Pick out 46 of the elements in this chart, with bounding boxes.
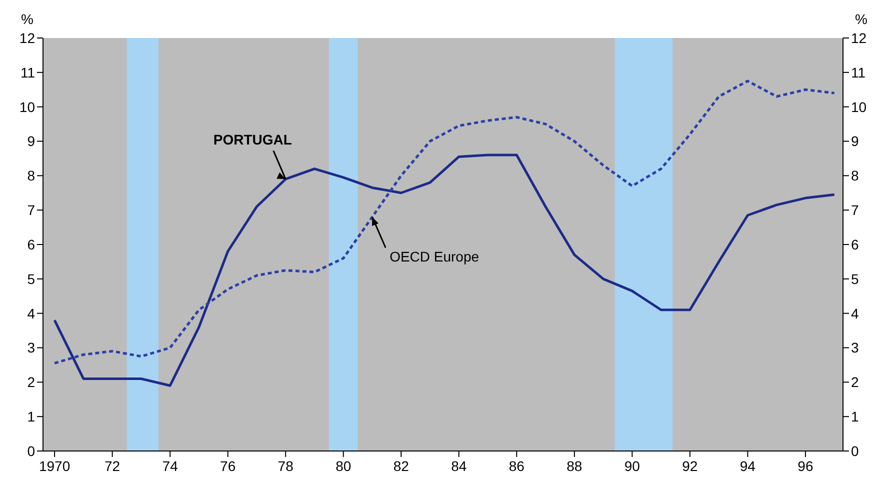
line-series [53,80,836,364]
y-tick-label: 7 [27,202,36,218]
y2-tick-label: 6 [851,236,859,252]
y-tick-label: 6 [27,236,36,252]
y2-axis-title: % [855,11,868,27]
y-tick-label: 5 [27,270,36,287]
y-tick-label: 11 [20,64,36,80]
y2-tick-label: 4 [851,305,859,322]
x-tick-label: 94 [740,458,756,474]
y-tick-label: 10 [19,98,36,115]
y-tick-label: 12 [19,30,36,46]
x-tick-label: 72 [104,458,120,474]
y-tick-label: 4 [27,305,36,322]
x-tick-label: 84 [451,458,467,474]
x-tick-label: 96 [798,458,814,474]
x-tick-label: 1970 [38,458,70,474]
x-tick-label: 76 [220,458,236,474]
x-tick-label: 90 [624,458,640,474]
x-tick-label: 88 [566,458,582,474]
y-tick-label: 2 [27,374,36,390]
y-tick-label: 3 [27,340,36,356]
x-tick-label: 80 [336,458,352,474]
y-tick-label: 1 [27,408,36,425]
y2-tick-label: 9 [851,133,859,150]
x-tick-label: 82 [393,458,410,474]
x-tick-label: 74 [162,458,178,474]
y-tick-label: 8 [27,168,36,184]
y-axis-title: % [21,11,34,27]
y2-tick-label: 2 [851,374,859,390]
y2-tick-label: 8 [851,168,859,184]
y2-tick-label: 0 [851,442,859,459]
text: OECD Europe [390,248,480,265]
x-tick-label: 78 [278,458,294,474]
y2-tick-label: 11 [851,64,866,80]
y-tick-label: 9 [27,133,36,150]
y2-tick-label: 3 [851,340,859,356]
y2-tick-label: 7 [851,202,859,218]
series-label: PORTUGAL [213,132,292,148]
y2-tick-label: 12 [851,30,867,46]
y2-tick-label: 10 [851,98,867,115]
x-tick-label: 92 [682,458,698,474]
line-series [53,154,836,387]
y2-tick-label: 1 [851,408,859,425]
y-tick-label: 0 [27,442,36,459]
y2-tick-label: 5 [851,270,859,287]
x-tick-label: 86 [508,458,525,474]
